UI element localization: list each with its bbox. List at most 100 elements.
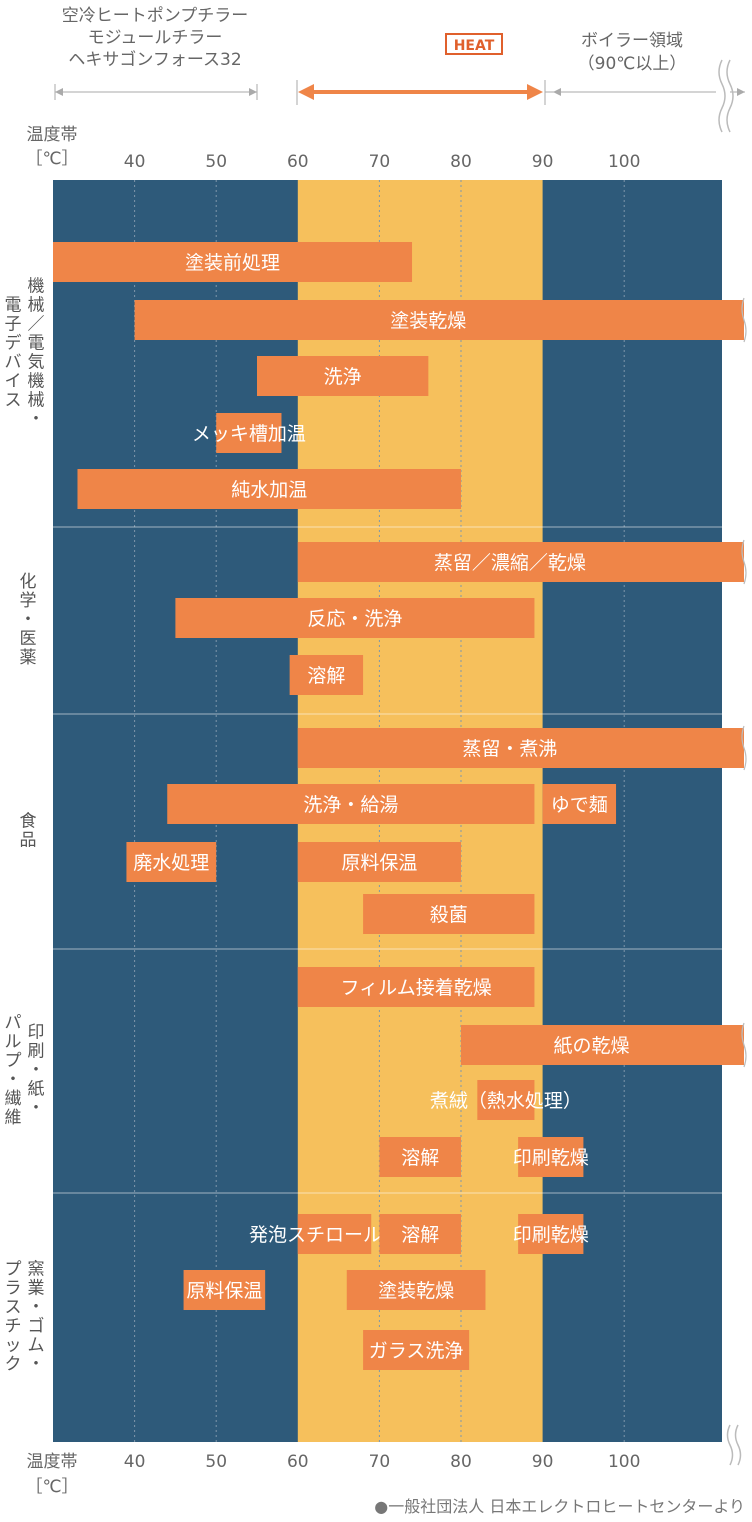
bar-label: 印刷乾燥	[513, 1224, 589, 1246]
range-bar	[297, 842, 461, 882]
plot-area: 塗装前処理塗装乾燥洗浄メッキ槽加温純水加温蒸留／濃縮／乾燥反応・洗浄溶解蒸留・煮…	[53, 180, 752, 1442]
x-tick-label: 60	[287, 1452, 309, 1472]
bar-label: 洗浄・給湯	[303, 794, 398, 816]
axis-label-bottom-line-1: 温度帯	[27, 1452, 78, 1472]
heat-logo-text: HEAT	[454, 38, 495, 54]
bar-label: 殺菌	[430, 904, 468, 926]
bar-break-line	[741, 1022, 747, 1068]
range-bar	[297, 1214, 372, 1254]
bar-break-mask	[744, 540, 752, 584]
range-bar	[477, 1080, 535, 1120]
range-bar	[518, 1137, 584, 1177]
bar-label: 洗浄	[324, 366, 362, 388]
bar-label: 純水加温	[231, 479, 307, 501]
range-bar	[379, 1137, 461, 1177]
x-tick-label: 50	[205, 1452, 227, 1472]
x-tick-label: 100	[608, 1452, 640, 1472]
boiler-range-line	[545, 59, 745, 133]
bar-break-mask	[744, 1023, 752, 1067]
heat-range-arrow	[296, 80, 546, 105]
range-bar	[183, 1270, 266, 1310]
chiller-label-line-3: ヘキサゴンフォース32	[68, 49, 241, 70]
bar-label: 溶解	[401, 1224, 439, 1246]
range-bar	[134, 300, 752, 340]
bar-label: 煮絨（熱水処理）	[430, 1090, 582, 1112]
bar-label: 塗装乾燥	[378, 1279, 454, 1302]
range-bar	[257, 356, 429, 396]
x-tick-label: 90	[532, 1452, 554, 1472]
bar-label: 塗装前処理	[185, 251, 280, 274]
source-note: ●一般社団法人 日本エレクトロヒートセンターより	[374, 1497, 745, 1516]
x-tick-label: 40	[124, 152, 146, 172]
group-label: 機械／電気機械・	[28, 277, 45, 430]
range-bar	[53, 242, 413, 282]
group-label: 化学・医薬	[20, 572, 37, 668]
range-bar	[77, 469, 461, 509]
bar-break-line	[741, 725, 747, 771]
x-tick-label: 60	[287, 152, 309, 172]
heat-logo: HEAT	[445, 33, 503, 55]
group-label: パルプ・繊維	[5, 1013, 22, 1128]
bar-label: フィルム接着乾燥	[340, 977, 491, 999]
bar-label: 原料保温	[186, 1280, 262, 1302]
range-bar	[297, 728, 752, 768]
range-bar	[167, 784, 535, 824]
bar-label: 反応・洗浄	[307, 608, 402, 630]
x-ticks-top: 40 50 60 70 80 90 100	[124, 152, 641, 172]
bar-label: メッキ槽加温	[192, 423, 306, 445]
bar-label: 紙の乾燥	[553, 1035, 629, 1057]
range-bar	[126, 842, 217, 882]
bar-label: 塗装乾燥	[390, 309, 466, 332]
axis-label-top: 温度帯 ［℃］	[25, 125, 78, 169]
bar-label: 印刷乾燥	[513, 1147, 589, 1169]
range-bar	[216, 413, 282, 453]
group-labels: 機械／電気機械・電子デバイス化学・医薬食品印刷・紙・パルプ・繊維窯業・ゴム・プラ…	[5, 277, 45, 1375]
x-tick-label: 70	[369, 1452, 391, 1472]
group-label: 食品	[20, 812, 37, 851]
x-tick-label: 90	[532, 152, 554, 172]
range-bar	[175, 598, 535, 638]
bar-break-line	[741, 297, 747, 343]
header: 空冷ヒートポンプチラー モジュールチラー ヘキサゴンフォース32 HEAT ボイ…	[54, 6, 745, 133]
chiller-label-line-1: 空冷ヒートポンプチラー	[62, 6, 249, 26]
bar-label: 発泡スチロール乾燥	[249, 1224, 420, 1246]
range-bar	[542, 784, 617, 824]
bar-label: 蒸留／濃縮／乾燥	[434, 552, 586, 574]
range-bar	[346, 1270, 486, 1310]
bar-break-mask	[744, 298, 752, 342]
range-bar	[518, 1214, 584, 1254]
x-tick-label: 100	[608, 152, 640, 172]
x-tick-label: 70	[369, 152, 391, 172]
axis-label-bottom-line-2: ［℃］	[25, 1477, 78, 1497]
range-bar	[461, 1025, 752, 1065]
axis-label-top-line-2: ［℃］	[25, 149, 78, 169]
x-ticks-bottom: 40 50 60 70 80 90 100	[124, 1452, 641, 1472]
x-tick-label: 40	[124, 1452, 146, 1472]
chiller-range-line	[54, 84, 258, 100]
bar-label: 蒸留・煮沸	[462, 738, 557, 760]
axis-label-bottom: 温度帯 ［℃］	[25, 1452, 78, 1497]
boiler-label-line-1: ボイラー領域	[581, 31, 683, 51]
group-label: 印刷・紙・	[28, 1023, 45, 1119]
x-tick-label: 80	[450, 1452, 472, 1472]
group-label: 窯業・ゴム・	[28, 1260, 45, 1375]
boiler-label-line-2: （90℃以上）	[578, 54, 687, 74]
x-tick-label: 50	[205, 152, 227, 172]
chiller-label-line-2: モジュールチラー	[88, 28, 223, 48]
x-tick-label: 80	[450, 152, 472, 172]
bar-label: ゆで麺	[551, 794, 608, 816]
range-bar	[363, 894, 535, 934]
bar-label: 廃水処理	[133, 852, 209, 874]
group-label: プラスチック	[5, 1260, 22, 1375]
range-bar	[297, 967, 535, 1007]
axis-label-top-line-1: 温度帯	[27, 125, 78, 145]
bar-break-line	[741, 539, 747, 585]
range-bar	[297, 542, 752, 582]
bar-label: 原料保温	[341, 852, 417, 874]
bar-label: 溶解	[307, 665, 345, 687]
group-label: 電子デバイス	[5, 296, 22, 411]
bar-label: 溶解	[401, 1147, 439, 1169]
bar-label: ガラス洗浄	[369, 1340, 464, 1362]
